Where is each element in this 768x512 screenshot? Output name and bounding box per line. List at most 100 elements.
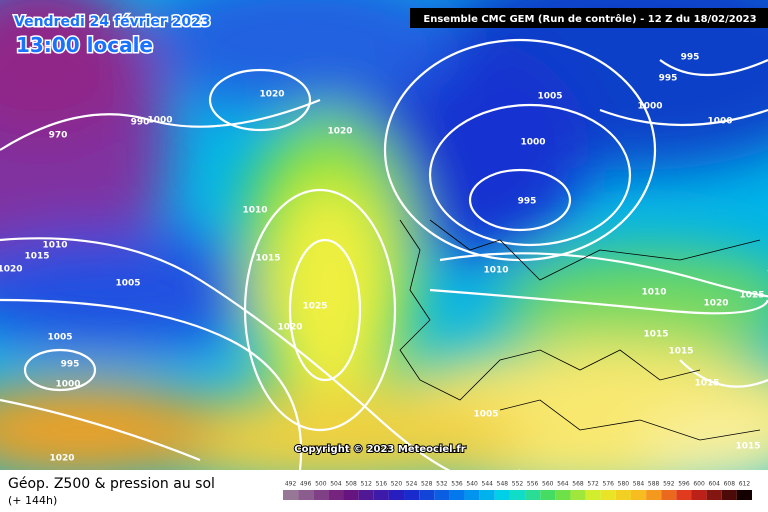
scale-swatch <box>404 490 420 500</box>
scale-label: 608 <box>724 481 736 488</box>
scale-label: 584 <box>633 481 645 488</box>
scale-swatch <box>434 490 450 500</box>
scale-swatch <box>540 490 556 500</box>
isobar-label: 1010 <box>483 266 508 276</box>
scale-label: 612 <box>739 481 751 488</box>
isobar-label: 1015 <box>24 252 49 262</box>
isobar-label: 1020 <box>277 323 302 333</box>
scale-swatch <box>358 490 374 500</box>
isobar-label: 970 <box>49 131 68 141</box>
scale-label: 580 <box>618 481 630 488</box>
isobar-label: 995 <box>681 53 700 63</box>
scale-label: 528 <box>421 481 433 488</box>
scale-label: 548 <box>497 481 509 488</box>
isobar-label: 1015 <box>643 330 668 340</box>
isobar-label: 990 <box>131 118 150 128</box>
color-scale: 492 496 500 504 508 512 516 520 524 528 532 536 540 5… <box>283 481 752 500</box>
scale-swatch <box>706 490 722 500</box>
scale-label: 572 <box>587 481 599 488</box>
isobar-label: 995 <box>518 197 537 207</box>
scale-swatch <box>388 490 405 500</box>
scale-label: 504 <box>330 481 342 488</box>
scale-swatch <box>646 490 662 500</box>
scale-label: 552 <box>512 481 524 488</box>
date: Vendredi 24 février 2023 <box>14 14 211 30</box>
isobar-label: 1010 <box>641 288 666 298</box>
scale-label: 536 <box>451 481 463 488</box>
isobar-label: 1020 <box>0 265 23 275</box>
isobar-label: 1020 <box>703 299 728 309</box>
isobar-label: 1000 <box>520 138 545 148</box>
isobar-label: 1000 <box>637 102 662 112</box>
scale-swatch <box>283 490 299 500</box>
isobar-label: 1020 <box>327 127 352 137</box>
scale-swatch <box>373 490 389 500</box>
isobar-label: 1020 <box>49 454 74 464</box>
scale-label: 600 <box>693 481 705 488</box>
scale-label: 588 <box>648 481 660 488</box>
scale-label: 564 <box>557 481 569 488</box>
scale-swatch <box>721 490 737 500</box>
scale-swatch <box>691 490 707 500</box>
scale-swatch <box>525 490 541 500</box>
scale-label: 560 <box>542 481 554 488</box>
scale-swatch <box>449 490 465 500</box>
scale-label: 596 <box>678 481 690 488</box>
isobar-label: 1005 <box>537 92 562 102</box>
scale-swatch <box>736 490 752 500</box>
scale-swatch <box>676 490 692 500</box>
isobar-label: 1005 <box>115 279 140 289</box>
isobar-label: 1015 <box>255 254 280 264</box>
scale-swatch <box>555 490 571 500</box>
scale-label: 544 <box>482 481 494 488</box>
isobar-label: 995 <box>659 74 678 84</box>
copyright: Copyright © 2023 Meteociel.fr <box>294 444 465 455</box>
isobar-label: 1000 <box>55 380 80 390</box>
scale-swatch <box>298 490 314 500</box>
scale-label: 568 <box>572 481 584 488</box>
scale-label: 524 <box>406 481 418 488</box>
scale-swatch <box>494 490 510 500</box>
isobar-label: 1000 <box>707 117 732 127</box>
scale-swatch <box>328 490 344 500</box>
isobar-labels: 9959951000100010051000995102010209709901… <box>0 53 765 464</box>
scale-swatch <box>479 490 495 500</box>
isobar-label: 1010 <box>42 241 67 251</box>
scale-label: 532 <box>436 481 448 488</box>
isobar-label: 1005 <box>47 333 72 343</box>
scale-label: 492 <box>285 481 297 488</box>
scale-label: 556 <box>527 481 539 488</box>
scale-label: 500 <box>315 481 327 488</box>
scale-label: 576 <box>603 481 615 488</box>
footer-lead: (+ 144h) <box>8 494 57 507</box>
scale-swatch <box>464 490 480 500</box>
run-info: Ensemble CMC GEM (Run de contrôle) - 12 … <box>423 13 756 25</box>
scale-swatch <box>509 490 526 500</box>
scale-label: 516 <box>376 481 388 488</box>
isobar-label: 1015 <box>694 379 719 389</box>
isobar-label: 1020 <box>259 90 284 100</box>
isobar-label: 1015 <box>735 442 760 452</box>
footer-title: Géop. Z500 & pression au sol <box>8 476 215 492</box>
scale-label: 604 <box>708 481 720 488</box>
isobar-label: 995 <box>61 360 80 370</box>
isobar-label: 1005 <box>473 410 498 420</box>
scale-swatch <box>615 490 631 500</box>
isobar-label: 1025 <box>739 291 764 301</box>
local-time: 13:00 locale <box>16 33 153 57</box>
isobar-label: 1015 <box>668 347 693 357</box>
scale-swatch <box>343 490 359 500</box>
scale-swatch <box>630 490 647 500</box>
scale-label: 496 <box>300 481 312 488</box>
scale-label: 512 <box>360 481 372 488</box>
scale-swatch <box>661 490 677 500</box>
scale-swatch <box>600 490 616 500</box>
scale-label: 540 <box>466 481 478 488</box>
scale-label: 520 <box>391 481 403 488</box>
isobar-label: 1000 <box>147 116 172 126</box>
run-banner <box>410 8 768 28</box>
map <box>0 0 768 470</box>
scale-swatch <box>570 490 586 500</box>
scale-swatch <box>419 490 435 500</box>
